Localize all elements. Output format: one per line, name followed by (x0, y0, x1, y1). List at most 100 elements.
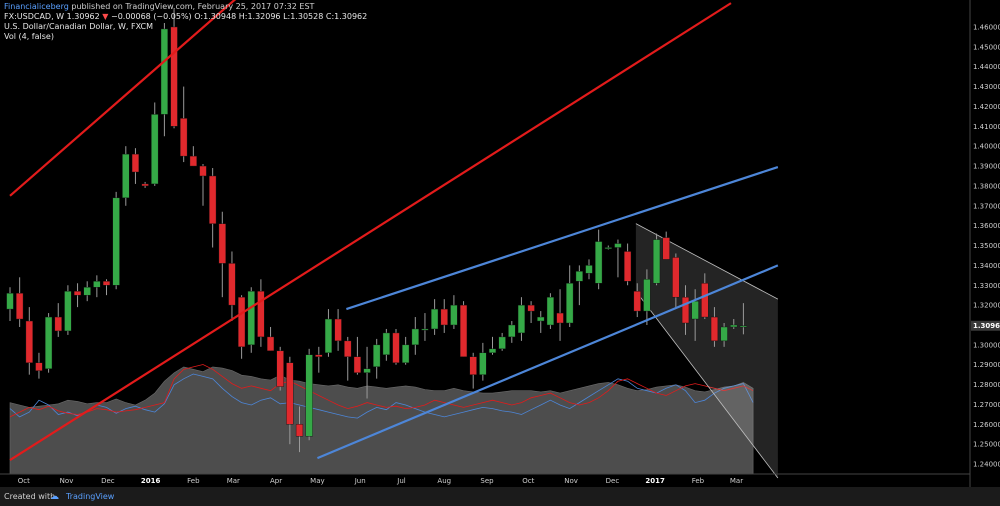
open-value: 1.30948 (203, 12, 237, 21)
candle-body (93, 281, 101, 288)
price-tick-label: 1.25000 (973, 441, 1000, 449)
open-label: O: (194, 12, 204, 21)
candle-body (16, 293, 24, 320)
price-tick-label: 1.24000 (973, 461, 1000, 469)
candle-body (566, 283, 574, 324)
time-tick-label: Mar (730, 477, 743, 485)
time-tick-label: Nov (60, 477, 74, 485)
bear-channel-lower (635, 290, 779, 479)
last-price: 1.30962 (66, 12, 100, 21)
candle-body (672, 257, 680, 298)
candle-body (170, 26, 178, 127)
time-tick-label: May (310, 477, 324, 485)
candle-body (334, 318, 342, 342)
volume-line-blue (9, 373, 754, 419)
candle-body (624, 251, 632, 282)
time-tick-label: Dec (101, 477, 115, 485)
time-tick-label: Oct (522, 477, 534, 485)
price-tick-label: 1.33000 (973, 282, 1000, 290)
bear-channel-fill (635, 223, 778, 478)
candle-body (64, 291, 72, 332)
candle-body (122, 153, 130, 199)
candle-body (411, 328, 419, 346)
low-label: L: (283, 12, 291, 21)
time-tick-label: Dec (606, 477, 620, 485)
time-tick-label: Aug (437, 477, 451, 485)
price-tick-label: 1.36000 (973, 222, 1000, 230)
candle-body (209, 175, 217, 224)
symbol-label[interactable]: FX:USDCAD, W (4, 12, 65, 21)
price-tick-label: 1.44000 (973, 63, 1000, 71)
price-tick-label: 1.34000 (973, 262, 1000, 270)
candle-body (710, 316, 719, 342)
candle-body (392, 332, 400, 363)
indicator-label[interactable]: Vol (4, false) (4, 32, 54, 41)
time-tick-label: Jun (354, 477, 366, 485)
candle-body (517, 304, 526, 334)
red-channel-line-1 (9, 2, 732, 462)
publisher-link[interactable]: Financialiceberg (4, 2, 69, 11)
candle-body (440, 308, 448, 326)
candle-body (228, 263, 236, 306)
low-value: 1.30528 (290, 12, 324, 21)
candle-body (25, 320, 33, 363)
change-arrow-icon: ▼ (102, 12, 109, 21)
candle-body (180, 118, 188, 157)
candle-body (83, 287, 91, 296)
tradingview-link[interactable]: TradingView (66, 492, 115, 501)
candle-body (247, 291, 255, 346)
candle-body (739, 325, 748, 328)
tradingview-logo-icon: ☁ (50, 492, 59, 502)
price-tick-label: 1.41000 (973, 123, 1000, 131)
price-tick-label: 1.28000 (973, 381, 1000, 389)
time-tick-label: Feb (187, 477, 200, 485)
candle-body (546, 296, 555, 326)
candle-body (537, 316, 545, 322)
price-tick-label: 1.32000 (973, 302, 1000, 310)
candle-body (402, 344, 410, 363)
last-price-badge (971, 320, 1000, 331)
candle-body (257, 291, 265, 338)
candle-body (681, 296, 690, 324)
ohlc-header: FX:USDCAD, W 1.30962 ▼ −0.00068 (−0.05%)… (4, 12, 367, 21)
blue-channel-line-1 (346, 165, 779, 311)
candle-body (431, 308, 439, 330)
candle-body (469, 356, 477, 375)
red-channel-line-0 (9, 0, 237, 197)
time-tick-label: Feb (692, 477, 705, 485)
candle-body (286, 362, 294, 425)
candle-body (508, 324, 516, 338)
candle-body (479, 352, 487, 375)
candle-body (720, 326, 728, 342)
candle-body (701, 283, 709, 318)
candle-body (315, 354, 323, 357)
footer-bar: Created with ☁ TradingView (0, 487, 1000, 506)
candle-body (102, 281, 111, 286)
publish-header: Financialiceberg published on TradingVie… (4, 2, 314, 11)
price-tick-label: 1.26000 (973, 421, 1000, 429)
time-tick-label: Mar (227, 477, 240, 485)
time-tick-label: 2017 (645, 477, 665, 485)
candle-body (151, 114, 159, 185)
candle-body (344, 340, 352, 357)
time-tick-label: Oct (18, 477, 30, 485)
candle-body (450, 304, 458, 326)
candle-body (488, 348, 497, 354)
candle-body (585, 265, 593, 274)
candle-body (237, 296, 246, 348)
price-tick-label: 1.37000 (973, 202, 1000, 210)
candle-body (459, 304, 468, 357)
blue-channel-line-0 (316, 264, 779, 460)
candle-body (498, 336, 506, 350)
candle-body (575, 271, 583, 282)
price-tick-label: 1.46000 (973, 23, 1000, 31)
price-tick-label: 1.27000 (973, 401, 1000, 409)
time-tick-label: 2016 (141, 477, 161, 485)
price-tick-label: 1.45000 (973, 43, 1000, 51)
high-label: H: (238, 12, 248, 21)
candle-body (45, 316, 53, 369)
candle-body (73, 291, 82, 296)
candle-body (421, 328, 429, 331)
time-tick-label: Nov (564, 477, 578, 485)
